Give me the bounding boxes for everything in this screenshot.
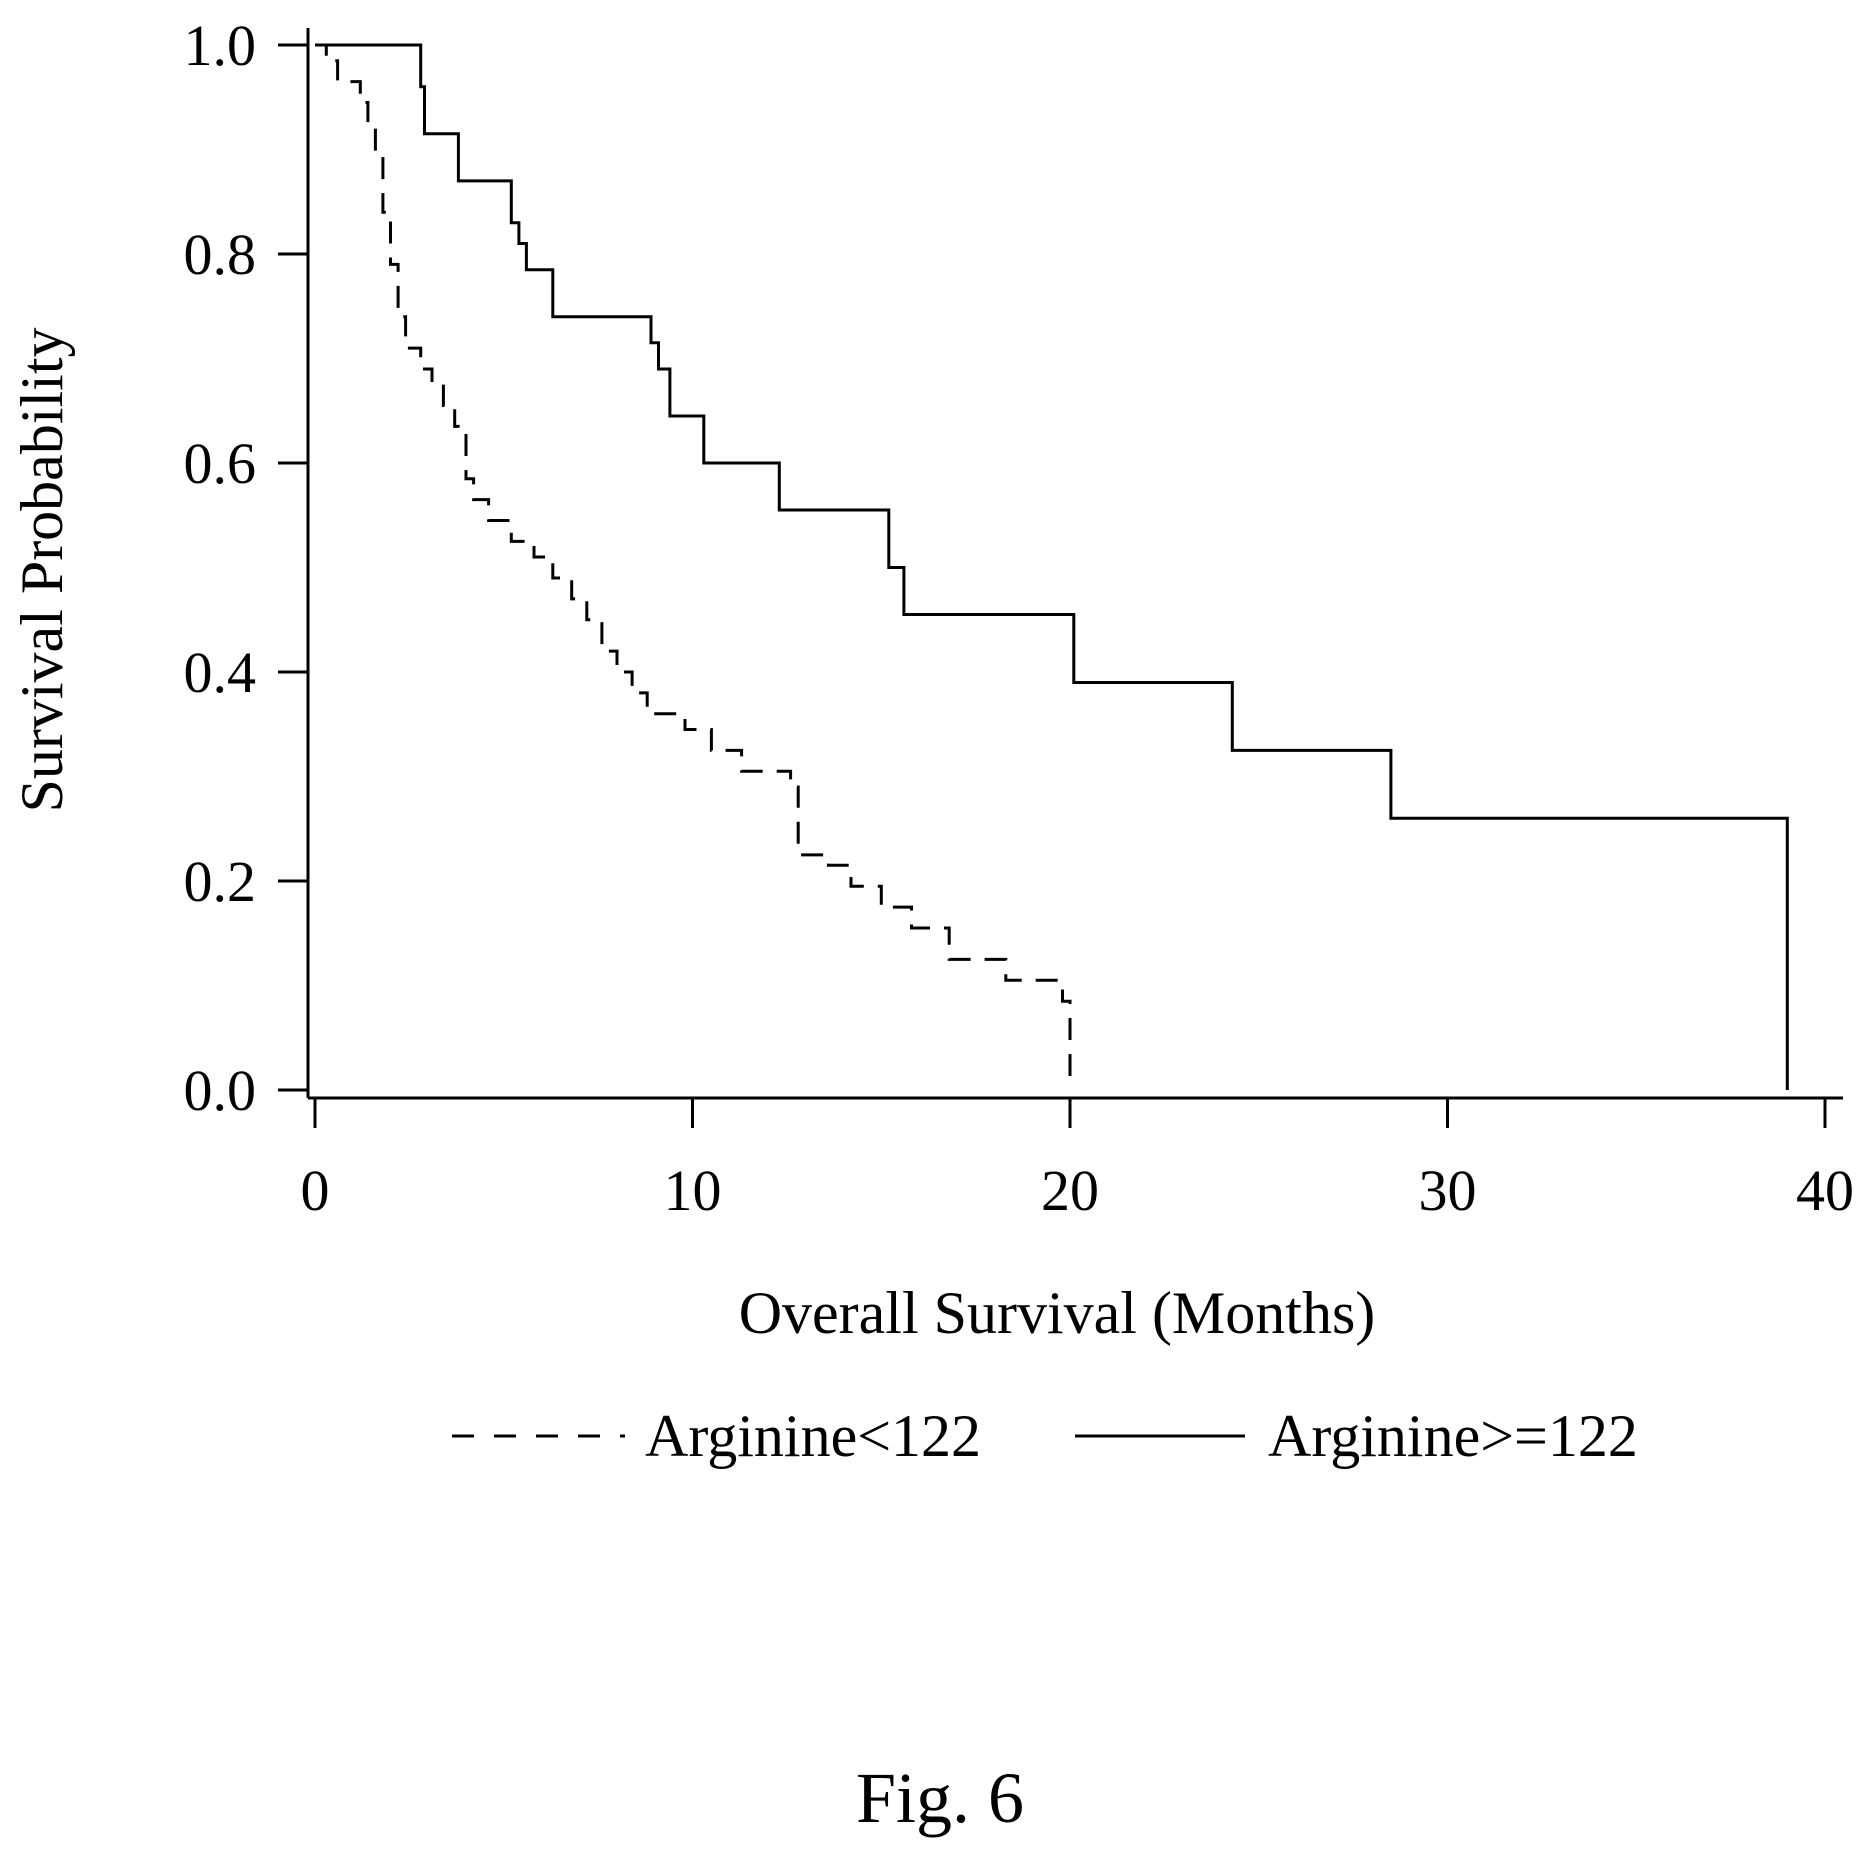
legend-label-arginine-low: Arginine<122 bbox=[645, 1403, 981, 1469]
series-line-arginine-high bbox=[315, 43, 1789, 1090]
y-tick-label: 0.2 bbox=[184, 849, 257, 914]
chart-axes: 0 10 20 30 40 0.0 0.2 0.4 0.6 0.8 1.0 bbox=[184, 13, 1855, 1223]
x-tick-label: 30 bbox=[1419, 1158, 1477, 1223]
x-tick-label: 0 bbox=[301, 1158, 330, 1223]
figure-caption: Fig. 6 bbox=[856, 1758, 1024, 1838]
y-tick-label: 1.0 bbox=[184, 13, 257, 78]
series-line-arginine-low bbox=[315, 43, 1072, 1090]
chart-series-layer bbox=[315, 43, 1789, 1090]
x-axis-label: Overall Survival (Months) bbox=[739, 1280, 1376, 1346]
y-tick-label: 0.4 bbox=[184, 640, 257, 705]
y-axis-label: Survival Probability bbox=[9, 328, 75, 813]
x-tick-label: 10 bbox=[664, 1158, 722, 1223]
y-tick-label: 0.6 bbox=[184, 431, 257, 496]
legend-label-arginine-high: Arginine>=122 bbox=[1268, 1403, 1638, 1469]
y-tick-label: 0.0 bbox=[184, 1058, 257, 1123]
x-tick-label: 20 bbox=[1041, 1158, 1099, 1223]
chart-legend: Arginine<122 Arginine>=122 bbox=[452, 1403, 1638, 1469]
x-tick-label: 40 bbox=[1796, 1158, 1854, 1223]
y-tick-label: 0.8 bbox=[184, 222, 257, 287]
